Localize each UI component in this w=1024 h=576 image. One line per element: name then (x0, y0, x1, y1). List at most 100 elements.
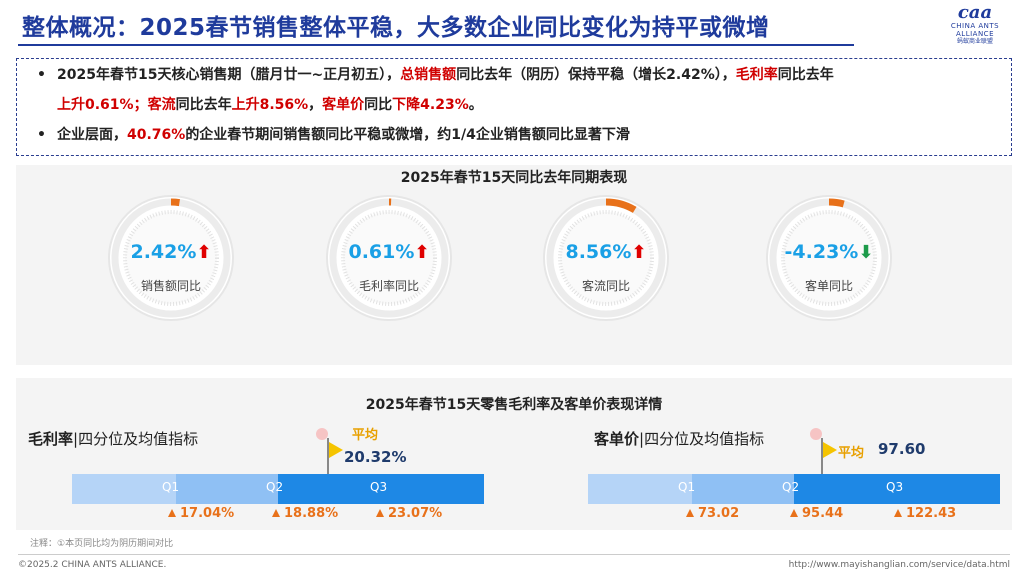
margin-avg-value: 20.32% (344, 448, 407, 466)
summary-segment: 毛利率 (735, 67, 778, 83)
gauge-progress-arc (769, 198, 889, 318)
bullet-dot: • (37, 67, 46, 83)
gauge-value-row: -4.23%⬇ (764, 241, 894, 263)
gauge-progress-arc (546, 198, 666, 318)
ticket-avg-label: 平均 (838, 446, 865, 461)
summary-segment: 40.76% (127, 127, 186, 143)
ticket-q3-label: Q3 (886, 480, 904, 494)
summary-segment: 企业层面， (57, 127, 127, 143)
summary-segment: 。 (468, 97, 483, 113)
ticket-q1-tick: 73.02 (686, 506, 739, 521)
logo-cn: 蚂蚁商业联盟 (956, 38, 993, 45)
triangle-up-icon (790, 509, 798, 517)
bullet-dot: • (37, 127, 46, 143)
arrow-up-icon: ⬆ (631, 242, 647, 263)
bullet-1-text-1: 2025年春节15天核心销售期（腊月廿一~正月初五），总销售额同比去年（阴历）保… (57, 67, 834, 83)
margin-q2-label: Q2 (266, 480, 284, 494)
gauge-label: 客流同比 (581, 279, 630, 293)
logo-mark: caa (957, 2, 993, 23)
ticket-q1-label: Q1 (678, 480, 696, 494)
gauge-value: -4.23% (784, 241, 859, 263)
summary-box: • 2025年春节15天核心销售期（腊月廿一~正月初五），总销售额同比去年（阴历）… (16, 58, 1012, 156)
summary-segment: ， (308, 97, 323, 113)
triangle-up-icon (168, 509, 176, 517)
title-underline (18, 44, 854, 46)
summary-segment: 上升0.61%； (57, 97, 148, 113)
summary-bullet-1-line-1: • 2025年春节15天核心销售期（腊月廿一~正月初五），总销售额同比去年（阴历）… (37, 65, 834, 85)
margin-quartile-bar: Q1 Q2 Q3 (72, 474, 484, 504)
gauge-ring (326, 195, 452, 321)
page-title: 整体概况：2025春节销售整体平稳，大多数企业同比变化为持平或微增 (22, 15, 770, 41)
triangle-up-icon (272, 509, 280, 517)
footer-copyright: ©2025.2 CHINA ANTS ALLIANCE. (18, 560, 167, 570)
summary-segment: 同比去年 (777, 67, 834, 83)
ticket-title-rest: |四分位及均值指标 (639, 430, 765, 448)
footer-url[interactable]: http://www.mayishanglian.com/service/dat… (788, 560, 1010, 570)
gauge-ring (543, 195, 669, 321)
margin-q1-label: Q1 (162, 480, 180, 494)
summary-bullet-2: • 企业层面，40.76%的企业春节期间销售额同比平稳或微增，约1/4企业销售额同… (37, 125, 630, 145)
triangle-up-icon (376, 509, 384, 517)
ticket-avg-flag-icon (823, 442, 837, 458)
ticket-avg-flag-pole (821, 438, 823, 486)
triangle-up-icon (686, 509, 694, 517)
bullet-2-text: 企业层面，40.76%的企业春节期间销售额同比平稳或微增，约1/4企业销售额同比… (57, 127, 630, 143)
summary-segment: 同比去年 (175, 97, 232, 113)
gauge-value: 2.42% (130, 241, 197, 263)
ticket-q2-tick: 95.44 (790, 506, 843, 521)
summary-segment: 的企业春节期间销售额同比平稳或微增，约1/4企业销售额同比显著下滑 (185, 127, 630, 143)
margin-q3-value: 23.07% (388, 506, 443, 521)
triangle-up-icon (894, 509, 902, 517)
gauge-1: 2.42%⬆ 销售额同比 (106, 193, 236, 323)
ticket-q2-label: Q2 (782, 480, 800, 494)
company-logo: caa CHINA ANTS ALLIANCE 蚂蚁商业联盟 (940, 4, 1010, 48)
gauge-2: 0.61%⬆ 毛利率同比 (324, 193, 454, 323)
gauge-ring (766, 195, 892, 321)
summary-segment: 客流 (147, 97, 176, 113)
ticket-q2-value: 95.44 (802, 506, 844, 521)
ticket-q3-segment (794, 474, 1000, 504)
margin-q1-value: 17.04% (180, 506, 235, 521)
detail-section: 2025年春节15天零售毛利率及客单价表现详情 毛利率|四分位及均值指标 平均 … (16, 378, 1012, 530)
gauge-3: 8.56%⬆ 客流同比 (541, 193, 671, 323)
ticket-q2-segment (692, 474, 794, 504)
margin-title-bold: 毛利率 (28, 430, 74, 448)
gauge-value-row: 8.56%⬆ (541, 241, 671, 263)
margin-avg-pin-dot (316, 428, 328, 440)
yoy-section: 2025年春节15天同比去年同期表现 2.42%⬆ 销售额同比 0.61%⬆ 毛利率同… (16, 165, 1012, 365)
margin-q1-segment (72, 474, 176, 504)
summary-segment: 总销售额 (400, 67, 457, 83)
ticket-q1-segment (588, 474, 692, 504)
margin-q2-value: 18.88% (284, 506, 339, 521)
summary-segment: 2025年春节15天核心销售期（腊月廿一~正月初五）， (57, 67, 401, 83)
summary-segment: 同比去年（阴历）保持平稳（增长2.42%）， (456, 67, 736, 83)
summary-bullet-1-line-2: 上升0.61%；客流同比去年上升8.56%，客单价同比下降4.23%。 (37, 95, 483, 115)
gauge-inner (341, 210, 437, 306)
yoy-title: 2025年春节15天同比去年同期表现 (400, 170, 628, 186)
margin-q2-segment (176, 474, 278, 504)
gauge-value: 8.56% (565, 241, 632, 263)
ticket-quartile-bar: Q1 Q2 Q3 (588, 474, 1000, 504)
logo-en-2: ALLIANCE (956, 30, 994, 38)
margin-q3-label: Q3 (370, 480, 388, 494)
margin-avg-label: 平均 (352, 428, 379, 443)
margin-panel-title: 毛利率|四分位及均值指标 (28, 428, 198, 449)
gauge-label: 销售额同比 (140, 279, 201, 293)
gauge-inner (123, 210, 219, 306)
gauge-progress-arc (111, 198, 231, 318)
gauge-value: 0.61% (348, 241, 415, 263)
margin-q3-segment (278, 474, 484, 504)
ticket-avg-pin-dot (810, 428, 822, 440)
arrow-down-icon: ⬇ (858, 242, 874, 263)
footnote: 注释：①本页同比均为阴历期间对比 (30, 539, 174, 549)
gauge-label: 毛利率同比 (358, 279, 419, 293)
margin-avg-flag-icon (329, 442, 343, 458)
ticket-title-bold: 客单价 (594, 430, 640, 448)
logo-en-1: CHINA ANTS (950, 22, 1000, 30)
ticket-q3-tick: 122.43 (894, 506, 956, 521)
ticket-q1-value: 73.02 (698, 506, 740, 521)
arrow-up-icon: ⬆ (196, 242, 212, 263)
margin-title-rest: |四分位及均值指标 (73, 430, 199, 448)
gauge-value-row: 0.61%⬆ (324, 241, 454, 263)
gauge-progress-arc (329, 198, 449, 318)
